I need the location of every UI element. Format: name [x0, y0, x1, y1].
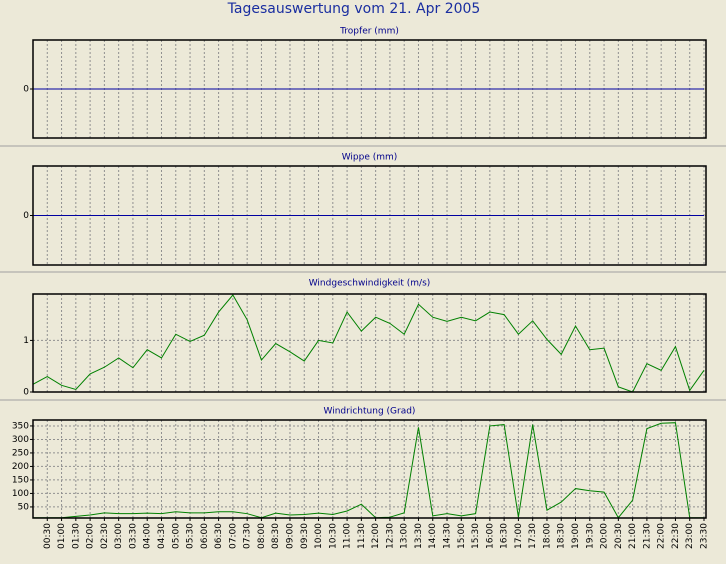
x-tick-label: 22:00	[657, 523, 667, 549]
panel-title: Windrichtung (Grad)	[324, 407, 416, 417]
y-tick-label: 0	[23, 85, 29, 95]
x-tick-label: 05:30	[186, 523, 196, 549]
panel-title: Wippe (mm)	[342, 153, 398, 163]
x-tick-label: 12:30	[385, 523, 395, 549]
y-tick-label: 0	[23, 211, 29, 221]
x-tick-label: 02:30	[100, 523, 110, 549]
plot-area	[33, 420, 706, 518]
x-tick-label: 08:00	[257, 523, 267, 549]
x-tick-label: 18:30	[557, 523, 567, 549]
plot-frame	[32, 419, 707, 519]
y-tick-label: 150	[12, 475, 29, 485]
plot-area	[33, 294, 706, 392]
x-tick-label: 10:00	[314, 523, 324, 549]
x-tick-label: 08:30	[271, 523, 281, 549]
x-tick-label: 01:30	[71, 523, 81, 549]
line	[32, 294, 705, 393]
x-tick-label: 06:30	[214, 523, 224, 549]
plot-frame	[32, 293, 707, 393]
x-tick-label: 04:30	[157, 523, 167, 549]
y-tick-label: 300	[12, 435, 29, 445]
x-tick-label: 21:00	[628, 523, 638, 549]
line	[33, 422, 704, 519]
x-tick-label: 13:30	[414, 523, 424, 549]
x-tick-label: 07:30	[243, 523, 253, 549]
x-tick-label: 11:30	[357, 523, 367, 549]
y-tick-label: 50	[18, 502, 30, 512]
x-tick-label: 14:30	[443, 523, 453, 549]
x-tick-label: 17:30	[528, 523, 538, 549]
y-tick-label: 100	[12, 489, 29, 499]
y-tick-label: 250	[12, 448, 29, 458]
x-tick-label: 15:30	[471, 523, 481, 549]
x-tick-label: 09:30	[300, 523, 310, 549]
x-tick-label: 03:30	[128, 523, 138, 549]
x-tick-label: 05:00	[171, 523, 181, 549]
x-tick-label: 15:00	[457, 523, 467, 549]
panel-title: Windgeschwindigkeit (m/s)	[309, 279, 431, 289]
x-tick-label: 00:30	[43, 523, 53, 549]
x-tick-label: 23:30	[700, 523, 710, 549]
x-tick-label: 01:00	[57, 523, 67, 549]
page-title: Tagesauswertung vom 21. Apr 2005	[227, 1, 481, 17]
x-tick-label: 23:00	[685, 523, 695, 549]
x-tick-label: 16:30	[500, 523, 510, 549]
y-tick-label: 200	[12, 462, 29, 472]
x-tick-label: 19:00	[571, 523, 581, 549]
x-tick-label: 14:00	[428, 523, 438, 549]
x-tick-label: 20:00	[600, 523, 610, 549]
x-tick-label: 17:00	[514, 523, 524, 549]
plot-frame	[32, 165, 707, 266]
x-tick-label: 02:00	[86, 523, 96, 549]
x-tick-label: 04:00	[143, 523, 153, 549]
panel-title: Tropfer (mm)	[339, 27, 399, 37]
x-tick-label: 21:30	[642, 523, 652, 549]
x-tick-label: 13:00	[400, 523, 410, 549]
x-tick-label: 06:00	[200, 523, 210, 549]
y-tick-label: 0	[23, 388, 29, 398]
x-tick-label: 10:30	[328, 523, 338, 549]
x-tick-label: 22:30	[671, 523, 681, 549]
x-tick-label: 16:00	[485, 523, 495, 549]
x-tick-label: 20:30	[614, 523, 624, 549]
x-tick-label: 11:00	[343, 523, 353, 549]
x-tick-label: 18:00	[542, 523, 552, 549]
plot-frame	[32, 39, 707, 139]
x-tick-label: 09:00	[285, 523, 295, 549]
y-tick-label: 350	[12, 421, 29, 431]
x-tick-label: 12:00	[371, 523, 381, 549]
x-tick-label: 03:00	[114, 523, 124, 549]
x-tick-label: 19:30	[585, 523, 595, 549]
x-tick-label: 07:00	[228, 523, 238, 549]
y-tick-label: 1	[23, 336, 29, 346]
